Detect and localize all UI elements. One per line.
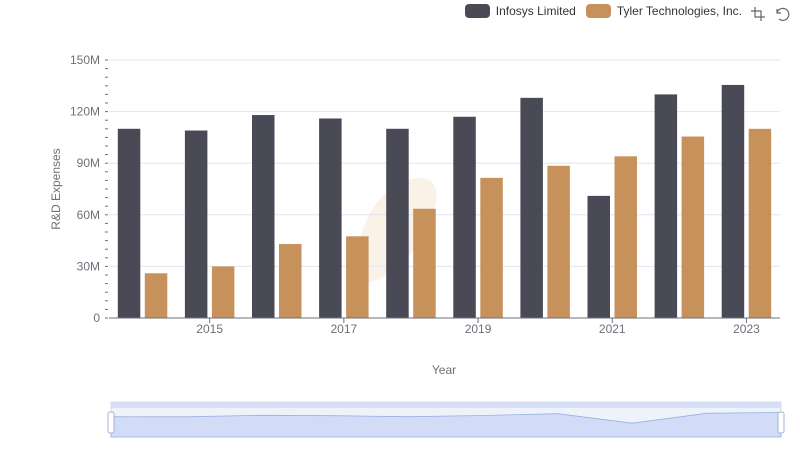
slider-handle-left[interactable] [107,411,115,434]
bar-infosys-2016[interactable] [252,115,275,318]
bar-infosys-2017[interactable] [319,118,342,318]
y-tick-label: 60M [77,208,100,222]
bar-infosys-2023[interactable] [721,84,745,318]
bar-tyler-2023[interactable] [748,128,772,318]
chart-toolbox [750,6,790,22]
bar-tyler-2022[interactable] [681,136,705,318]
y-axis: 0 30M 60M 90M 120M 150M [70,53,108,325]
x-tick-label: 2023 [733,322,760,336]
x-tick-label: 2021 [599,322,626,336]
y-tick-label: 0 [93,311,100,325]
y-axis-title: R&D Expenses [49,148,63,229]
restore-icon[interactable] [774,6,790,22]
data-zoom-slider[interactable] [107,401,785,438]
bar-tyler-2020[interactable] [547,165,570,318]
zoom-select-icon[interactable] [750,6,766,22]
bar-infosys-2020[interactable] [520,97,543,318]
legend-swatch-infosys [464,4,490,18]
x-tick-label: 2015 [196,322,223,336]
bar-infosys-2021[interactable] [587,195,611,318]
chart-legend: Infosys Limited Tyler Technologies, Inc. [464,4,742,18]
grid-lines [109,59,780,319]
legend-item-infosys[interactable]: Infosys Limited [464,4,576,18]
bar-tyler-2017[interactable] [346,236,369,318]
bar-tyler-2018[interactable] [413,208,436,318]
y-tick-label: 30M [77,259,100,273]
bar-infosys-2014[interactable] [117,128,141,318]
legend-label-tyler: Tyler Technologies, Inc. [616,4,742,18]
slider-top-bar[interactable] [111,402,781,408]
bar-tyler-2019[interactable] [480,177,503,318]
bar-tyler-2021[interactable] [614,156,638,318]
x-axis: 2015 2017 2019 2021 2023 [109,317,780,336]
legend-swatch-tyler [585,4,611,18]
bars-group [117,84,772,319]
bar-tyler-2014[interactable] [144,273,168,318]
bar-infosys-2015[interactable] [184,130,208,318]
bar-tyler-2016[interactable] [279,244,302,318]
x-tick-label: 2017 [330,322,357,336]
bar-infosys-2018[interactable] [386,128,409,318]
bar-tyler-2015[interactable] [211,266,235,318]
bar-infosys-2022[interactable] [654,94,678,319]
y-tick-label: 120M [70,105,100,119]
slider-handle-right[interactable] [777,411,785,434]
x-tick-label: 2019 [465,322,492,336]
legend-item-tyler[interactable]: Tyler Technologies, Inc. [585,4,742,18]
legend-label-infosys: Infosys Limited [495,4,576,18]
bar-infosys-2019[interactable] [453,116,476,318]
x-axis-title: Year [432,363,456,377]
y-tick-label: 90M [77,156,100,170]
y-tick-label: 150M [70,53,100,67]
